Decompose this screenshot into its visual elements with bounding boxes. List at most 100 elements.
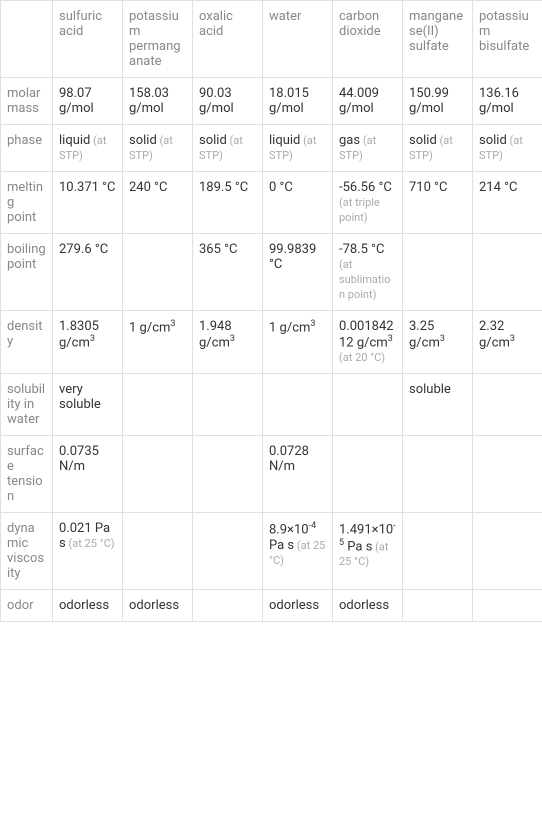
cell-value: odorless [339, 598, 389, 613]
cell-value: 1.948 g/cm [199, 319, 232, 350]
header-col-6: manganese(II) sulfate [403, 1, 473, 78]
row-label: phase [1, 125, 53, 172]
table-cell: 18.015 g/mol [263, 78, 333, 125]
cell-superscript: 3 [440, 334, 445, 344]
cell-superscript: 3 [310, 319, 315, 329]
cell-value: 240 °C [129, 180, 167, 195]
table-cell [403, 436, 473, 513]
cell-value: odorless [59, 598, 109, 613]
cell-value: odorless [129, 598, 179, 613]
table-cell [193, 513, 263, 590]
table-cell [473, 374, 542, 436]
cell-value: very soluble [59, 382, 101, 412]
cell-note: (at sublimation point) [339, 258, 390, 301]
cell-value: 3.25 g/cm [409, 319, 440, 350]
cell-value: 98.07 g/mol [59, 86, 94, 116]
table-cell: 0.0728 N/m [263, 436, 333, 513]
table-row: surface tension0.0735 N/m 0.0728 N/m [1, 436, 542, 513]
table-row: molar mass98.07 g/mol 158.03 g/mol 90.03 g… [1, 78, 542, 125]
table-cell [193, 436, 263, 513]
header-col-4: water [263, 1, 333, 78]
row-label: surface tension [1, 436, 53, 513]
table-cell: solid (at STP) [193, 125, 263, 172]
table-cell [473, 590, 542, 622]
chemical-properties-table: sulfuric acid potassium permanganate oxa… [0, 0, 542, 622]
row-label: boiling point [1, 234, 53, 311]
cell-superscript: 3 [510, 334, 515, 344]
row-label: solubility in water [1, 374, 53, 436]
cell-value: liquid [59, 133, 90, 148]
table-cell: -56.56 °C (at triple point) [333, 172, 403, 234]
table-cell [333, 436, 403, 513]
cell-value: 0.0735 N/m [59, 444, 99, 474]
table-cell: 3.25 g/cm3 [403, 311, 473, 374]
table-cell: odorless [123, 590, 193, 622]
table-cell: soluble [403, 374, 473, 436]
table-cell [473, 436, 542, 513]
table-cell: solid (at STP) [473, 125, 542, 172]
table-cell [333, 374, 403, 436]
table-cell: odorless [53, 590, 123, 622]
cell-superscript: 3 [230, 334, 235, 344]
cell-value: 18.015 g/mol [269, 86, 309, 116]
table-cell [123, 513, 193, 590]
table-header-row: sulfuric acid potassium permanganate oxa… [1, 1, 542, 78]
cell-value: 90.03 g/mol [199, 86, 234, 116]
cell-value: -56.56 °C [339, 180, 392, 195]
table-cell: solid (at STP) [123, 125, 193, 172]
table-cell [473, 513, 542, 590]
table-cell: 158.03 g/mol [123, 78, 193, 125]
cell-value: 8.9×10 [269, 523, 309, 538]
cell-value: 214 °C [479, 180, 517, 195]
cell-value: 2.32 g/cm [479, 319, 510, 350]
table-cell [193, 374, 263, 436]
cell-value: 1.491×10 [339, 523, 393, 538]
cell-value: 136.16 g/mol [479, 86, 519, 116]
header-col-1: sulfuric acid [53, 1, 123, 78]
cell-note: (at 20 °C) [339, 351, 385, 364]
table-cell [473, 234, 542, 311]
cell-value: solid [129, 133, 157, 148]
table-cell: 0.00184212 g/cm3 (at 20 °C) [333, 311, 403, 374]
cell-value: -78.5 °C [339, 242, 384, 257]
table-cell: solid (at STP) [403, 125, 473, 172]
header-col-5: carbon dioxide [333, 1, 403, 78]
cell-value: gas [339, 133, 360, 148]
table-cell [123, 436, 193, 513]
table-cell: liquid (at STP) [53, 125, 123, 172]
cell-value: 0 °C [269, 180, 293, 195]
table-cell: 90.03 g/mol [193, 78, 263, 125]
table-cell: very soluble [53, 374, 123, 436]
table-cell: 150.99 g/mol [403, 78, 473, 125]
cell-value: 99.9839 °C [269, 242, 316, 272]
header-empty [1, 1, 53, 78]
table-cell: odorless [333, 590, 403, 622]
table-cell [403, 513, 473, 590]
table-row: phaseliquid (at STP)solid (at STP)solid … [1, 125, 542, 172]
table-cell [123, 234, 193, 311]
table-cell: -78.5 °C (at sublimation point) [333, 234, 403, 311]
cell-note: (at 25 °C) [66, 537, 115, 550]
table-cell: 1 g/cm3 [123, 311, 193, 374]
table-cell [403, 234, 473, 311]
cell-value: 158.03 g/mol [129, 86, 169, 116]
cell-value: 150.99 g/mol [409, 86, 449, 116]
table-cell [263, 374, 333, 436]
row-label: molar mass [1, 78, 53, 125]
cell-value: solid [199, 133, 227, 148]
table-cell: 99.9839 °C [263, 234, 333, 311]
cell-value: 279.6 °C [59, 242, 108, 257]
table-cell: liquid (at STP) [263, 125, 333, 172]
cell-value: soluble [409, 382, 451, 397]
cell-value: solid [409, 133, 437, 148]
table-cell [403, 590, 473, 622]
table-row: boiling point279.6 °C365 °C99.9839 °C-78… [1, 234, 542, 311]
table-cell: 44.009 g/mol [333, 78, 403, 125]
cell-value: solid [479, 133, 507, 148]
cell-value: 1 g/cm [129, 320, 170, 335]
table-cell: 1 g/cm3 [263, 311, 333, 374]
table-cell: 240 °C [123, 172, 193, 234]
table-row: melting point10.371 °C240 °C189.5 °C0 °C… [1, 172, 542, 234]
header-col-2: potassium permanganate [123, 1, 193, 78]
cell-value: 0.0728 N/m [269, 444, 309, 474]
